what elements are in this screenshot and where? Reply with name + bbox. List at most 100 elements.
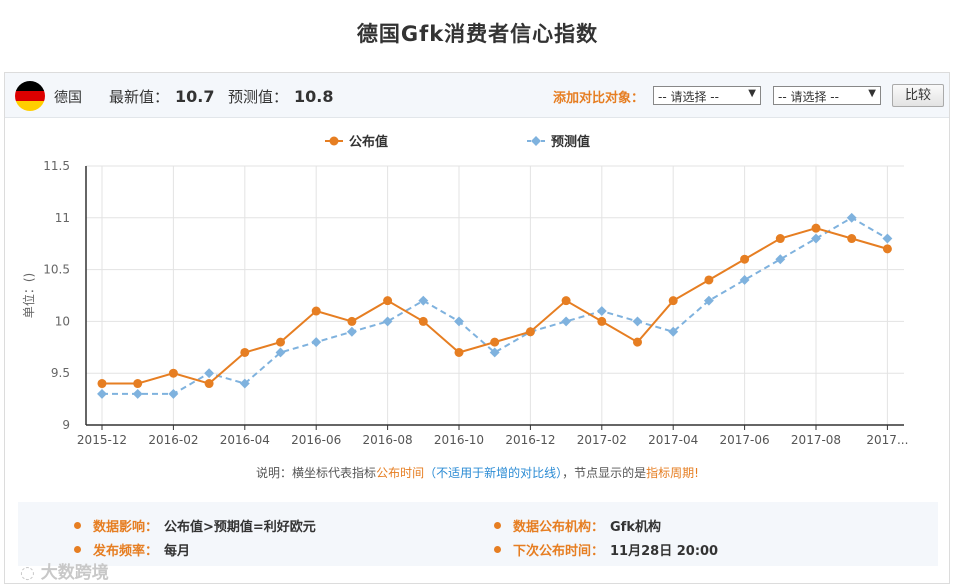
y-tick-label: 11 xyxy=(55,211,70,225)
chevron-down-icon: ▼ xyxy=(748,88,756,99)
published-point xyxy=(311,306,321,316)
x-tick-label: 2017-04 xyxy=(648,433,698,447)
info-impact: 数据影响： 公布值>预期值=利好欧元 xyxy=(74,516,316,535)
forecast-point xyxy=(168,388,179,399)
info-box: 数据影响： 公布值>预期值=利好欧元 发布频率： 每月 数据公布机构： Gfk机构 下… xyxy=(18,502,938,566)
y-tick-label: 11.5 xyxy=(43,159,70,173)
info-next-release: 下次公布时间： 11月28日 20:00 xyxy=(494,540,718,559)
latest-value: 10.7 xyxy=(175,87,215,106)
organization-label: 数据公布机构： xyxy=(513,520,605,535)
published-point xyxy=(704,275,714,285)
published-point xyxy=(847,234,857,244)
x-tick-label: 2016-08 xyxy=(363,433,413,447)
compare-select-1-value: -- 请选择 -- xyxy=(658,90,719,104)
forecast-point xyxy=(703,295,714,306)
y-tick-label: 9 xyxy=(62,418,70,432)
forecast-series-line xyxy=(102,216,888,395)
bullet-icon xyxy=(494,546,501,553)
note-part-5: 指标周期 xyxy=(646,466,695,480)
y-axis-label: 单位：() xyxy=(21,273,36,318)
forecast-point xyxy=(775,254,786,265)
line-chart: 9 9.5 10 10.5 11 11.5 2015-12 2016-02 2016-04 201… xyxy=(21,134,908,447)
bullet-icon xyxy=(74,522,81,529)
legend-forecast-marker xyxy=(531,136,541,146)
legend-forecast-label: 预测值 xyxy=(551,134,590,150)
forecast-point xyxy=(311,337,322,348)
next-release-label: 下次公布时间： xyxy=(513,544,605,559)
page-title: 德国Gfk消费者信心指数 xyxy=(356,22,599,46)
forecast-point xyxy=(418,295,429,306)
note-part-3: （不适用于新增的对比线） xyxy=(424,466,563,480)
impact-label: 数据影响： xyxy=(93,520,159,535)
published-point xyxy=(633,337,642,347)
published-point xyxy=(561,296,571,306)
next-release-value: 11月28日 20:00 xyxy=(610,544,719,559)
x-tick-label: 2016-12 xyxy=(505,433,555,447)
published-point xyxy=(133,379,143,389)
published-point xyxy=(454,347,464,357)
indicator-panel: 德国 最新值： 10.7 预测值： 10.8 添加对比对象： -- 请选择 -- ▼ … xyxy=(4,72,950,584)
published-point xyxy=(240,347,250,357)
forecast-point xyxy=(239,378,250,389)
x-tick-label: 2017-02 xyxy=(577,433,627,447)
compare-label: 添加对比对象： xyxy=(553,91,645,106)
info-frequency: 发布频率： 每月 xyxy=(74,540,190,559)
country-name: 德国 xyxy=(54,90,82,106)
y-tick-label: 10.5 xyxy=(43,263,70,277)
forecast-point xyxy=(97,388,107,399)
published-point xyxy=(811,223,821,233)
forecast-point xyxy=(275,347,286,358)
published-point xyxy=(490,337,500,347)
latest-label: 最新值： xyxy=(109,88,170,106)
published-point xyxy=(347,316,357,326)
header-bar: 德国 最新值： 10.7 预测值： 10.8 添加对比对象： -- 请选择 -- ▼ … xyxy=(5,73,949,118)
published-series-line xyxy=(102,227,888,385)
forecast-point xyxy=(668,326,679,337)
germany-flag-icon xyxy=(15,81,45,111)
watermark-text: 大数跨境 xyxy=(40,563,109,583)
note-part-6: ! xyxy=(694,466,699,480)
x-tick-label: 2016-06 xyxy=(291,433,341,447)
published-point xyxy=(276,337,285,347)
published-point xyxy=(668,296,678,306)
organization-value: Gfk机构 xyxy=(610,520,661,535)
impact-value: 公布值>预期值=利好欧元 xyxy=(164,520,316,535)
forecast-point xyxy=(739,275,750,285)
forecast-point xyxy=(632,316,643,327)
published-point xyxy=(204,379,214,389)
forecast-point xyxy=(811,233,821,244)
forecast-point xyxy=(882,233,893,244)
forecast-value-group: 预测值： 10.8 xyxy=(228,86,334,107)
note-part-1: 说明：横坐标代表指标 xyxy=(256,466,377,480)
forecast-point xyxy=(382,316,393,327)
frequency-value: 每月 xyxy=(164,544,191,559)
forecast-point xyxy=(346,326,357,337)
watermark-logo: ◌ 大数跨境 xyxy=(20,563,109,583)
compare-button[interactable]: 比较 xyxy=(892,84,944,107)
chevron-down-icon: ▼ xyxy=(868,88,876,99)
forecast-point xyxy=(561,316,572,327)
legend-published-marker xyxy=(329,136,339,146)
published-point xyxy=(418,316,428,326)
forecast-point xyxy=(596,306,607,316)
x-tick-label: 2016-04 xyxy=(220,433,270,447)
legend-published-label: 公布值 xyxy=(349,134,388,150)
x-tick-label: 2016-02 xyxy=(148,433,198,447)
published-point xyxy=(597,316,607,326)
published-point xyxy=(383,296,393,306)
forecast-value: 10.8 xyxy=(294,87,334,106)
compare-select-2[interactable]: -- 请选择 -- ▼ xyxy=(773,86,881,105)
published-point xyxy=(97,379,107,389)
info-organization: 数据公布机构： Gfk机构 xyxy=(494,516,661,535)
forecast-point xyxy=(454,316,464,327)
published-point xyxy=(775,234,785,244)
y-tick-label: 9.5 xyxy=(51,366,70,380)
frequency-label: 发布频率： xyxy=(93,544,159,559)
forecast-point xyxy=(489,347,500,358)
x-tick-label: 2017-08 xyxy=(791,433,841,447)
x-tick-label: 2015-12 xyxy=(77,433,127,447)
compare-select-1[interactable]: -- 请选择 -- ▼ xyxy=(653,86,761,105)
bullet-icon xyxy=(494,522,501,529)
x-tick-label: 2017... xyxy=(866,433,908,447)
latest-value-group: 最新值： 10.7 xyxy=(109,86,215,107)
